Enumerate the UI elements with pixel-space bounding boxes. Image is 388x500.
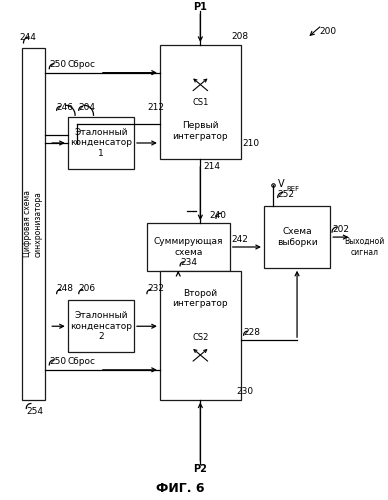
Bar	[68, 300, 134, 352]
Text: 248: 248	[57, 284, 74, 293]
Text: Выходной
сигнал: Выходной сигнал	[344, 238, 384, 256]
Text: P2: P2	[193, 464, 207, 474]
Text: Эталонный
конденсатор
2: Эталонный конденсатор 2	[70, 312, 132, 341]
Bar	[264, 206, 330, 268]
Bar	[68, 117, 134, 168]
Text: Сброс: Сброс	[68, 60, 96, 69]
Text: 208: 208	[232, 32, 249, 42]
Bar	[160, 271, 241, 400]
Text: REF: REF	[286, 186, 299, 192]
Text: 200: 200	[319, 26, 336, 36]
Text: V: V	[278, 178, 284, 188]
Text: 202: 202	[332, 224, 349, 234]
Text: 246: 246	[57, 103, 74, 112]
Bar	[22, 48, 45, 400]
Text: Схема
выборки: Схема выборки	[277, 228, 317, 247]
Text: 206: 206	[79, 284, 96, 293]
Text: 214: 214	[203, 162, 220, 172]
Text: Сброс: Сброс	[68, 358, 96, 366]
Text: 232: 232	[147, 284, 164, 293]
Text: CS1: CS1	[193, 98, 210, 107]
Bar	[160, 45, 241, 159]
Text: CS2: CS2	[193, 332, 210, 342]
Text: Цифровая схема
синхронизатора: Цифровая схема синхронизатора	[23, 190, 43, 257]
Text: 242: 242	[232, 234, 249, 244]
Text: 240: 240	[210, 211, 227, 220]
Text: 204: 204	[79, 103, 96, 112]
Text: 252: 252	[278, 190, 295, 199]
Text: 230: 230	[236, 387, 253, 396]
Text: 234: 234	[180, 258, 197, 268]
Text: 212: 212	[147, 103, 164, 112]
Text: 244: 244	[20, 34, 37, 42]
Text: Первый
интегратор: Первый интегратор	[173, 122, 228, 141]
Text: 250: 250	[49, 60, 66, 69]
Text: Эталонный
конденсатор
1: Эталонный конденсатор 1	[70, 128, 132, 158]
Text: 254: 254	[26, 407, 43, 416]
Text: Суммирующая
схема: Суммирующая схема	[154, 238, 223, 256]
Bar	[147, 223, 230, 271]
Text: 250: 250	[49, 358, 66, 366]
Text: Второй
интегратор: Второй интегратор	[173, 289, 228, 308]
Text: 210: 210	[243, 140, 260, 148]
Text: P1: P1	[193, 2, 207, 12]
Text: 228: 228	[244, 328, 261, 336]
Text: ФИГ. 6: ФИГ. 6	[156, 482, 204, 495]
